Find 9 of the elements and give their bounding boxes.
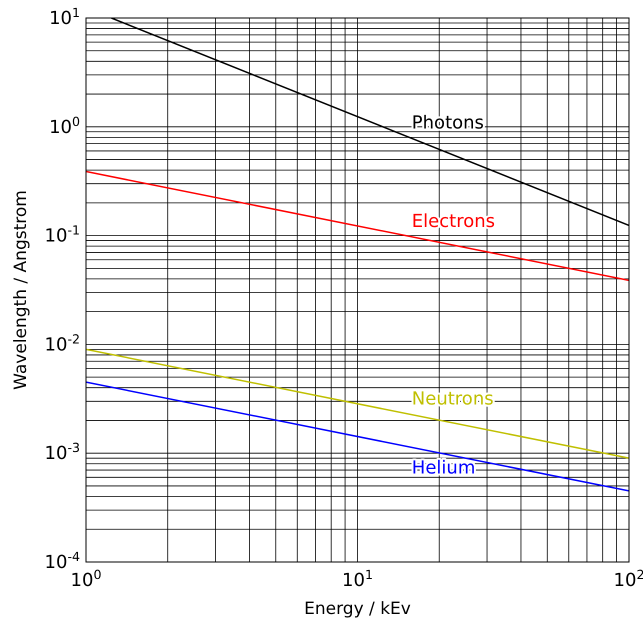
y-tick-label: 10$^{-2}$ xyxy=(44,330,80,356)
y-tick-label: 10$^{1}$ xyxy=(49,4,80,29)
y-tick-label: 10$^{-1}$ xyxy=(44,222,80,247)
y-tick-label: 10$^{-3}$ xyxy=(44,440,80,464)
x-tick-label: 10$^{2}$ xyxy=(614,566,643,591)
x-tick-label: 10$^{1}$ xyxy=(342,566,373,591)
y-axis-title: Wavelength / Angstrom xyxy=(11,190,31,390)
y-tick-label: 10$^{0}$ xyxy=(49,113,80,138)
x-axis-title: Energy / kEv xyxy=(304,599,411,619)
